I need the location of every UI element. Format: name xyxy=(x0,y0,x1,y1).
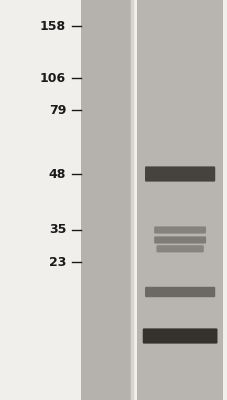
FancyBboxPatch shape xyxy=(144,287,214,297)
Text: 106: 106 xyxy=(40,72,66,84)
FancyBboxPatch shape xyxy=(153,236,205,244)
FancyBboxPatch shape xyxy=(142,328,217,344)
Bar xyxy=(81,0,132,400)
Text: 23: 23 xyxy=(49,256,66,268)
Text: 48: 48 xyxy=(49,168,66,180)
Bar xyxy=(136,0,222,400)
FancyBboxPatch shape xyxy=(156,245,203,252)
Text: 35: 35 xyxy=(49,224,66,236)
Text: 158: 158 xyxy=(40,20,66,32)
FancyBboxPatch shape xyxy=(153,226,205,234)
FancyBboxPatch shape xyxy=(144,166,214,182)
Text: 79: 79 xyxy=(49,104,66,116)
